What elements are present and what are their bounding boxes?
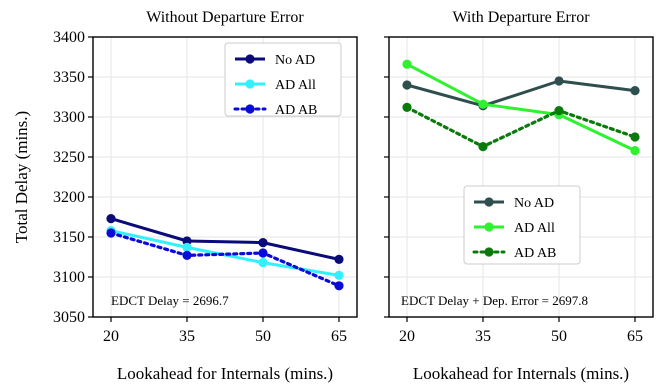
data-point [630, 146, 640, 156]
data-point [554, 76, 564, 86]
series-line [406, 62, 636, 152]
x-tick-label: 50 [551, 328, 567, 345]
data-point [334, 270, 344, 280]
y-tick-label: 3050 [53, 309, 85, 326]
panel-with-departure-error: With Departure Error 20 35 50 65 No AD AD Al… [384, 9, 654, 383]
legend-label: AD AB [514, 246, 556, 261]
legend-marker [245, 54, 255, 64]
x-tick-label: 35 [179, 328, 195, 345]
panel-title: Without Departure Error [146, 9, 304, 26]
plot-area [92, 36, 358, 318]
data-point [258, 238, 268, 248]
data-point [106, 214, 116, 224]
data-point [478, 99, 488, 109]
annotation: EDCT Delay + Dep. Error = 2697.8 [401, 293, 588, 308]
data-point [402, 102, 412, 112]
data-point [630, 86, 640, 96]
data-point [258, 248, 268, 258]
legend-label: AD All [275, 78, 316, 93]
series-line [406, 79, 636, 108]
x-tick-label: 65 [331, 328, 347, 345]
legend-label: No AD [275, 53, 315, 68]
y-tick-label: 3400 [53, 29, 85, 46]
legend-box [463, 185, 581, 265]
legend-marker [484, 197, 494, 207]
data-point [182, 242, 192, 252]
y-tick-label: 3200 [53, 189, 85, 206]
plot-area [388, 36, 654, 318]
panel-title: With Departure Error [452, 9, 590, 26]
data-point [402, 80, 412, 90]
x-axis-label: Lookahead for Internals (mins.) [117, 364, 333, 383]
data-point [478, 142, 488, 152]
data-point [182, 250, 192, 260]
legend-marker [245, 104, 255, 114]
x-tick-label: 50 [255, 328, 271, 345]
data-point [334, 254, 344, 264]
legend-marker [484, 247, 494, 257]
y-tick-label: 3100 [53, 269, 85, 286]
x-axis-label: Lookahead for Internals (mins.) [413, 364, 629, 383]
legend-label: No AD [514, 196, 554, 211]
y-tick-label: 3350 [53, 69, 85, 86]
y-tick-label: 3150 [53, 229, 85, 246]
y-tick-label: 3250 [53, 149, 85, 166]
annotation: EDCT Delay = 2696.7 [111, 293, 229, 308]
series-line [109, 231, 341, 288]
legend: No AD AD All AD AB [463, 185, 581, 265]
data-point [106, 228, 116, 238]
data-point [334, 281, 344, 291]
data-point [630, 132, 640, 142]
data-point [182, 236, 192, 246]
legend-marker [245, 79, 255, 89]
panel-without-departure-error: Without Departure Error 20 35 50 65 3050 3100… [53, 9, 358, 383]
legend: No AD AD All AD AB [224, 42, 342, 118]
x-tick-label: 65 [627, 328, 643, 345]
y-tick-label: 3300 [53, 109, 85, 126]
series-line [405, 105, 637, 149]
legend-label: AD All [514, 221, 555, 236]
legend-label: AD AB [275, 103, 317, 118]
y-axis-label: Total Delay (mins.) [12, 111, 31, 243]
legend-marker [484, 222, 494, 232]
data-point [402, 59, 412, 69]
data-point [554, 106, 564, 116]
x-tick-label: 35 [475, 328, 491, 345]
x-tick-label: 20 [399, 328, 415, 345]
x-tick-label: 20 [103, 328, 119, 345]
data-point [258, 258, 268, 268]
series-line [110, 217, 340, 261]
